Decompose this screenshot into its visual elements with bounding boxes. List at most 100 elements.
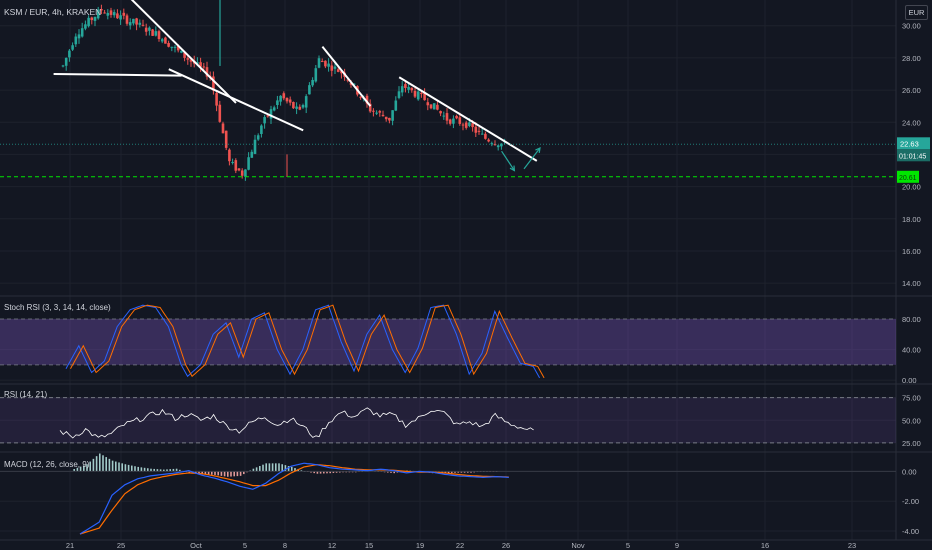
- rsi-line: [59, 407, 534, 439]
- macd-hist-bar: [316, 471, 319, 474]
- macd-hist-bar: [143, 467, 146, 472]
- y-tick-label: 0.00: [902, 467, 917, 476]
- macd-hist-bar: [175, 468, 178, 472]
- candle-body: [61, 65, 65, 67]
- symbol-title[interactable]: KSM / EUR, 4h, KRAKEN: [4, 7, 102, 17]
- candle-body: [327, 63, 330, 67]
- candle-body: [170, 46, 174, 48]
- candle-body: [448, 119, 452, 124]
- candle-body: [359, 96, 362, 98]
- candle-body: [96, 9, 100, 19]
- candle-body: [439, 111, 442, 114]
- candle-body: [164, 37, 167, 44]
- candle-body: [116, 13, 119, 19]
- macd-hist-bar: [454, 471, 456, 473]
- candle-body: [234, 160, 238, 171]
- macd-hist-bar: [156, 469, 159, 472]
- macd-hist-bar: [108, 458, 111, 472]
- candle-body: [384, 116, 388, 120]
- arrow-line-0: [501, 150, 515, 171]
- candle-body: [74, 36, 78, 45]
- macd-hist-bar: [166, 469, 168, 472]
- macd-hist-bar: [89, 461, 91, 472]
- macd-hist-bar: [92, 458, 95, 472]
- candle-body: [468, 122, 471, 127]
- trendline-2: [168, 68, 304, 132]
- macd-hist-bar: [227, 471, 229, 477]
- candle-body: [106, 12, 110, 16]
- candle-body: [442, 115, 446, 117]
- x-tick-label: 23: [848, 541, 856, 550]
- candle-body: [132, 18, 135, 24]
- y-tick-label: -2.00: [902, 497, 919, 506]
- candle-body: [80, 28, 84, 37]
- macd-hist-bar: [275, 463, 277, 472]
- x-tick-label: 8: [283, 541, 287, 550]
- macd-hist-bar: [255, 467, 258, 472]
- y-tick-label: 14.00: [902, 279, 921, 288]
- candle-body: [250, 151, 254, 158]
- x-tick-label: 16: [761, 541, 769, 550]
- y-tick-label: -4.00: [902, 527, 919, 536]
- current-price-label: 22.63: [900, 139, 919, 148]
- candle-body: [330, 65, 334, 71]
- candle-body: [64, 57, 68, 66]
- candle-body: [253, 139, 257, 154]
- countdown-label: 01:01:45: [899, 153, 926, 160]
- arrow-line-1: [523, 147, 541, 170]
- candle-body: [237, 168, 241, 171]
- macd-hist-bar: [335, 471, 338, 473]
- stoch-rsi-title[interactable]: Stoch RSI (3, 3, 14, 14, close): [4, 303, 111, 312]
- x-tick-label: 21: [66, 541, 74, 550]
- macd-hist-bar: [137, 466, 139, 472]
- macd-hist-bar: [313, 471, 315, 474]
- trendline-1: [53, 73, 182, 77]
- y-tick-label: 26.00: [902, 86, 921, 95]
- macd-hist-bar: [115, 461, 117, 472]
- macd-hist-bar: [393, 471, 395, 474]
- candle-body: [141, 24, 145, 26]
- macd-hist-bar: [147, 468, 149, 472]
- x-tick-label: 12: [328, 541, 336, 550]
- candle-body: [474, 126, 478, 133]
- candle-body: [125, 15, 129, 24]
- candle-body: [186, 58, 190, 60]
- x-tick-label: 5: [626, 541, 630, 550]
- candle-body: [269, 109, 273, 119]
- candle-body: [346, 79, 350, 81]
- macd-hist-bar: [188, 471, 191, 474]
- candle-body: [420, 92, 423, 94]
- rsi-title[interactable]: RSI (14, 21): [4, 390, 48, 399]
- macd-hist-bar: [198, 471, 200, 474]
- macd-hist-bar: [124, 464, 127, 472]
- candle-body: [464, 122, 468, 128]
- macd-hist-bar: [214, 471, 216, 475]
- countdown-badge: [897, 149, 930, 162]
- candle-body: [429, 104, 433, 109]
- candle-body: [263, 117, 266, 124]
- macd-hist-bar: [326, 471, 328, 474]
- candle-body: [317, 58, 321, 68]
- candle-body: [122, 12, 126, 16]
- y-tick-label: 24.00: [902, 118, 921, 127]
- candle-body: [484, 133, 487, 139]
- candle-body: [381, 114, 385, 117]
- currency-badge[interactable]: EUR: [905, 5, 928, 20]
- macd-hist-bar: [323, 471, 325, 474]
- macd-hist-bar: [121, 463, 123, 472]
- candle-body: [324, 60, 327, 67]
- candle-body: [282, 93, 286, 99]
- candle-body: [404, 84, 407, 88]
- candle-body: [279, 95, 282, 102]
- macd-hist-bar: [467, 471, 469, 473]
- candle-body: [221, 123, 225, 134]
- macd-hist-bar: [179, 469, 181, 472]
- macd-hist-bar: [83, 465, 85, 472]
- candle-body: [445, 113, 449, 121]
- macd-title[interactable]: MACD (12, 26, close, 9): [4, 460, 90, 469]
- macd-hist-bar: [86, 464, 88, 472]
- candle-body: [144, 27, 148, 32]
- candle-body: [333, 66, 337, 69]
- macd-hist-bar: [118, 462, 120, 472]
